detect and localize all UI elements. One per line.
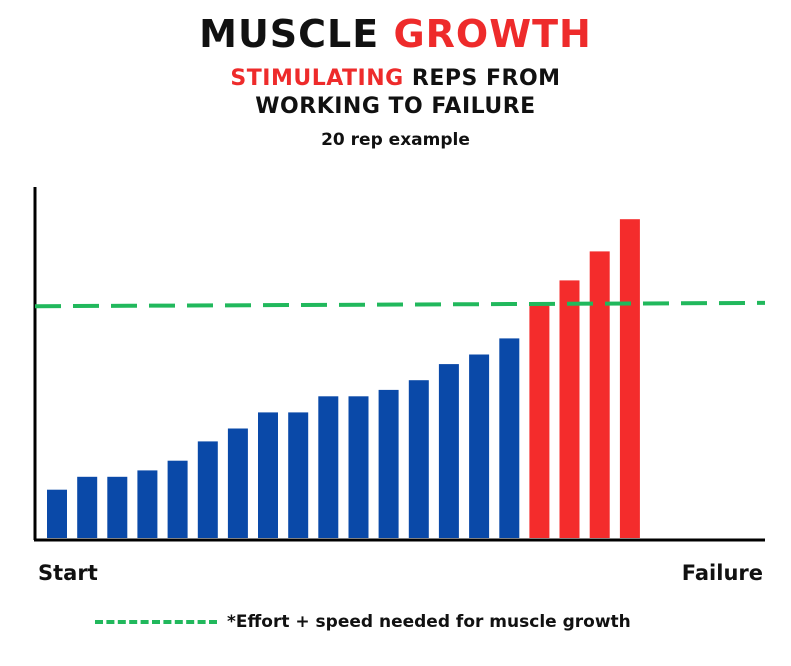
rep-bar — [197, 441, 218, 538]
rep-bar — [318, 396, 339, 538]
rep-bar — [137, 470, 158, 538]
rep-bar — [47, 489, 67, 538]
rep-bar — [469, 354, 490, 538]
legend-label: *Effort + speed needed for muscle growth — [227, 612, 631, 632]
rep-bar — [167, 460, 188, 538]
rep-bar — [77, 476, 98, 538]
x-axis-end-label: Failure — [681, 561, 763, 585]
rep-bar — [288, 412, 309, 538]
rep-bar — [258, 412, 278, 538]
x-axis-start-label: Start — [38, 561, 98, 585]
title-word-muscle: MUSCLE — [199, 12, 380, 56]
rep-bar — [499, 338, 520, 538]
subtitle-words-reps-from: REPS FROM — [411, 66, 561, 91]
rep-bar — [348, 396, 369, 538]
rep-example-caption: 20 rep example — [321, 130, 470, 150]
legend: *Effort + speed needed for muscle growth — [95, 610, 631, 634]
rep-bar — [107, 476, 128, 538]
rep-bar — [438, 364, 459, 538]
legend-dashed-line-swatch — [95, 620, 217, 624]
bar-group — [47, 219, 640, 538]
subtitle-word-stimulating: STIMULATING — [230, 66, 404, 91]
title-word-growth: GROWTH — [393, 12, 592, 56]
threshold-line — [34, 300, 766, 309]
rep-bar — [378, 389, 399, 538]
stimulating-rep-bar — [589, 251, 610, 538]
rep-bar — [408, 380, 429, 538]
rep-bar — [227, 428, 248, 538]
chart-title: MUSCLE GROWTH — [0, 12, 791, 56]
stimulating-rep-bar — [559, 280, 580, 538]
chart-subtitle-line1: STIMULATING REPS FROM — [0, 66, 791, 91]
chart-subtitle-line2: WORKING TO FAILURE — [255, 94, 536, 119]
stimulating-rep-bar — [619, 219, 640, 538]
stimulating-rep-bar — [529, 302, 550, 538]
